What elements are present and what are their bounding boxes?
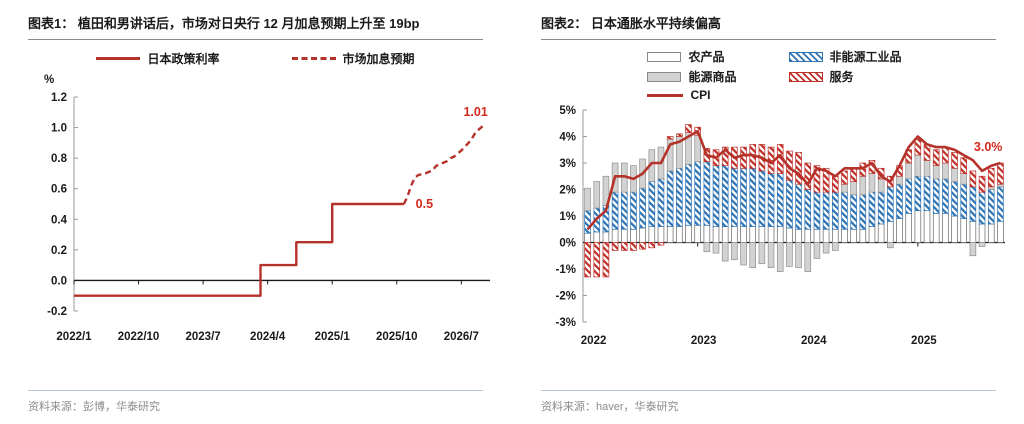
legend-item-services: 服务 [788,68,902,85]
legend-label-services: 服务 [829,70,854,85]
figure2-legend: 农产品 非能源工业品 能源商品 服务 CPI [553,48,996,102]
legend-item-hike-expectation: 市场加息预期 [291,50,415,67]
figure2-title: 图表2： 日本通胀水平持续偏高 [541,12,996,41]
bars-non-energy-industrial [584,161,1004,234]
x-tick-label: 2022/1 [56,331,92,343]
y-axis-unit-label: % [44,74,54,86]
y-tick-label: 3% [559,158,576,170]
y-tick-label: 0% [559,238,576,250]
y-tick-label: 2% [559,185,576,197]
y-tick-label: 1.2 [51,92,67,104]
figure1-panel: 图表1： 植田和男讲话后，市场对日央行 12 月加息预期上升至 19bp 日本政… [28,12,490,414]
figure1-footer: 资料来源：彭博，华泰研究 [28,390,483,414]
cpi-line [586,130,1001,231]
y-tick-label: 0.4 [51,215,68,227]
legend-item-policy-rate: 日本政策利率 [96,50,220,67]
y-tick-label: 4% [559,132,576,144]
y-tick-label: 5% [559,105,576,117]
x-tick-label: 2024/4 [250,331,286,343]
axes: 1.2 1.0 0.8 0.6 0.4 0.2 0.0 -0.2% 2022/1 2022/10 2… [44,74,490,343]
policy-rate-line [74,203,404,298]
y-tick-label: 1.0 [51,123,67,135]
y-tick-label: 0.8 [51,153,68,165]
blue-hatch-swatch-icon [788,51,823,62]
gray-box-swatch-icon [647,71,682,82]
legend-item-energy: 能源商品 [647,68,737,85]
value-annotation: 1.01 [463,105,487,119]
legend-label-non-energy-industrial: 非能源工业品 [829,50,902,65]
legend-item-agriculture: 农产品 [647,48,736,65]
x-tick-label: 2025/1 [315,331,351,343]
cpi-contribution-chart-svg: 5% 4% 3% 2% 1% 0% -1% -2% -3% 2022 2023 2024 2025 3.0… [556,105,1005,347]
x-tick-label: 2023 [691,335,717,347]
x-tick-label: 2025 [911,335,937,347]
x-tick-label: 2025/10 [376,331,418,343]
figure1-legend: 日本政策利率 市场加息预期 [28,50,483,67]
cpi-annotation: 3.0% [974,140,1003,154]
y-tick-label: -1% [556,264,576,276]
y-tick-label: 1% [559,211,576,223]
y-tick-label: 0.2 [51,245,67,257]
bars-agriculture [584,210,1004,244]
legend-label-cpi: CPI [690,88,711,103]
y-tick-label: -2% [556,291,576,303]
legend-label-agriculture: 农产品 [688,50,725,65]
white-box-swatch-icon [647,51,682,62]
y-tick-label: 0.6 [51,184,67,196]
figure1-title: 图表1： 植田和男讲话后，市场对日央行 12 月加息预期上升至 19bp [28,12,483,41]
x-tick-label: 2024 [801,335,827,347]
figure2-panel: 图表2： 日本通胀水平持续偏高 农产品 非能源工业品 能源商品 服务 CPI [541,12,1005,414]
legend-item-cpi: CPI [647,88,736,102]
policy-rate-chart-svg: 1.2 1.0 0.8 0.6 0.4 0.2 0.0 -0.2% 2022/1 2022/10 2… [44,74,490,343]
red-hatch-swatch-icon [788,71,823,82]
legend-label-energy: 能源商品 [688,70,737,85]
policy-rate-chart: 1.2 1.0 0.8 0.6 0.4 0.2 0.0 -0.2% 2022/1 2022/10 2… [28,67,490,349]
cpi-contribution-chart: 5% 4% 3% 2% 1% 0% -1% -2% -3% 2022 2023 2024 2025 3.0… [541,102,1005,352]
y-tick-label: -3% [556,317,576,329]
red-line-swatch-icon [647,93,684,97]
legend-label-hike-expectation: 市场加息预期 [342,52,415,67]
hike-expectation-line [402,125,484,205]
x-tick-label: 2022/10 [118,331,160,343]
x-tick-label: 2022 [581,335,607,347]
bars-energy [584,132,1004,273]
x-tick-label: 2026/7 [444,331,479,343]
dashed-line-swatch-icon [291,57,336,61]
solid-line-swatch-icon [96,57,141,61]
legend-label-policy-rate: 日本政策利率 [147,52,220,67]
figure2-source: 资料来源：haver，华泰研究 [541,401,679,413]
value-annotation: 0.5 [416,197,433,211]
y-tick-label: -0.2 [47,306,67,318]
figure1-source: 资料来源：彭博，华泰研究 [28,401,160,413]
x-tick-label: 2023/7 [186,331,221,343]
figure2-footer: 资料来源：haver，华泰研究 [541,390,996,414]
legend-item-non-energy-industrial: 非能源工业品 [788,48,902,65]
y-tick-label: 0.0 [51,276,67,288]
